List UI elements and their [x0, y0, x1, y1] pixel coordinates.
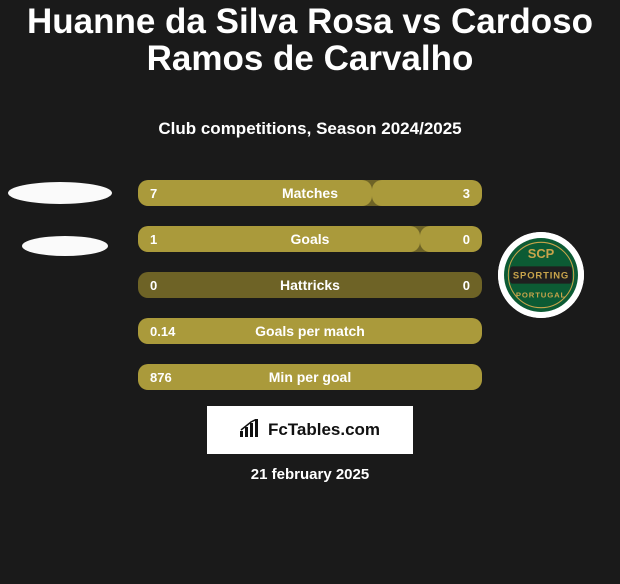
stat-label: Goals per match — [188, 323, 432, 339]
footer-text: FcTables.com — [268, 420, 380, 440]
stat-label: Min per goal — [188, 369, 432, 385]
subtitle: Club competitions, Season 2024/2025 — [0, 119, 620, 139]
stat-label: Matches — [188, 185, 432, 201]
svg-text:PORTUGAL: PORTUGAL — [516, 290, 566, 299]
date-label: 21 february 2025 — [251, 466, 369, 483]
player-badge-placeholder — [8, 182, 112, 204]
stat-value-left: 0.14 — [138, 324, 188, 339]
stat-label: Hattricks — [188, 277, 432, 293]
stat-row: 0Hattricks0 — [138, 272, 482, 298]
stat-row: 7Matches3 — [138, 180, 482, 206]
club-logo-right: SCP SPORTING PORTUGAL — [498, 232, 584, 318]
svg-text:SCP: SCP — [528, 246, 555, 261]
club-crest-icon: SCP SPORTING PORTUGAL — [498, 232, 584, 318]
stat-value-right: 3 — [432, 186, 482, 201]
stat-value-right: 0 — [432, 278, 482, 293]
svg-text:SPORTING: SPORTING — [513, 270, 569, 281]
page-title: Huanne da Silva Rosa vs Cardoso Ramos de… — [0, 4, 620, 78]
stat-value-left: 1 — [138, 232, 188, 247]
stat-value-left: 0 — [138, 278, 188, 293]
bar-chart-icon — [240, 419, 262, 442]
stat-row: 1Goals0 — [138, 226, 482, 252]
player-badge-placeholder — [22, 236, 108, 256]
footer-attribution: FcTables.com — [207, 406, 413, 454]
stat-row: 0.14Goals per match — [138, 318, 482, 344]
stat-label: Goals — [188, 231, 432, 247]
stat-value-right: 0 — [432, 232, 482, 247]
stat-value-left: 876 — [138, 370, 188, 385]
stat-row: 876Min per goal — [138, 364, 482, 390]
bar-chart-icon — [240, 419, 262, 437]
stats-table: 7Matches31Goals00Hattricks00.14Goals per… — [138, 180, 482, 390]
stat-value-left: 7 — [138, 186, 188, 201]
